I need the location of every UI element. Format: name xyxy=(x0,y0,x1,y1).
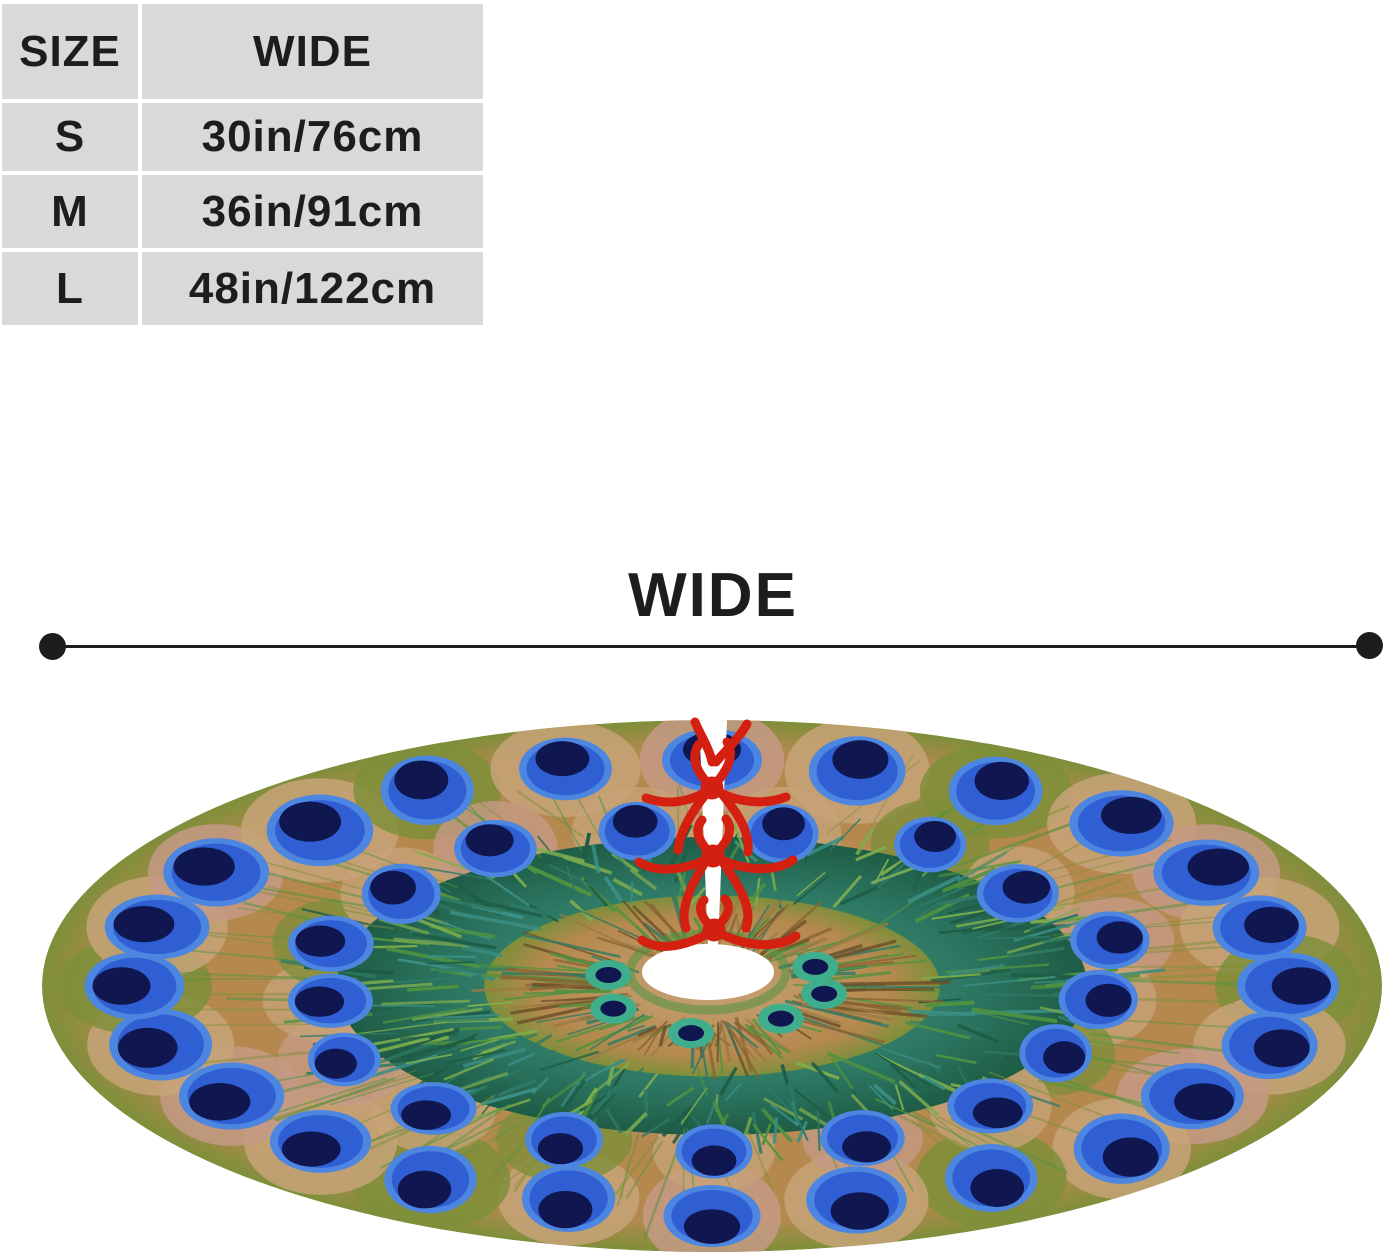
size-table: SIZE WIDE S 30in/76cm M 36in/91cm L 48in… xyxy=(2,4,483,325)
size-table-row-s-size: S xyxy=(2,103,138,171)
size-table-row-l-size: L xyxy=(2,252,138,325)
size-table-row-l-wide: 48in/122cm xyxy=(142,252,483,325)
size-table-row-s-wide: 30in/76cm xyxy=(142,103,483,171)
measurement-endpoint-right-dot xyxy=(1356,632,1383,659)
size-table-row-m-wide: 36in/91cm xyxy=(142,175,483,248)
size-table-row-m-size: M xyxy=(2,175,138,248)
size-table-header-size: SIZE xyxy=(2,4,138,99)
size-table-header-wide: WIDE xyxy=(142,4,483,99)
measurement-endpoint-left-dot xyxy=(39,633,66,660)
measurement-line xyxy=(52,645,1364,648)
width-measurement-label: WIDE xyxy=(628,561,798,630)
